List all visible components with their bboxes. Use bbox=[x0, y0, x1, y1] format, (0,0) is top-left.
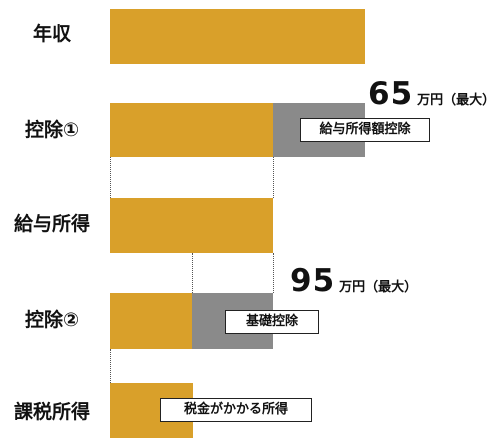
guide-line-left bbox=[110, 157, 111, 198]
guide-line-left-lower bbox=[110, 349, 111, 383]
deduction-1-remaining-bar bbox=[110, 103, 273, 157]
guide-line-employment-income-top bbox=[273, 157, 274, 198]
deduction-1-tag: 給与所得額控除 bbox=[300, 118, 430, 142]
row-label-taxable-income: 課税所得 bbox=[13, 401, 90, 423]
deduction-2-tag: 基礎控除 bbox=[225, 310, 319, 334]
employment-income-bar bbox=[110, 198, 273, 253]
deduction-2-remaining-bar bbox=[110, 293, 192, 349]
deduction-1-amount: 65 万円（最大） bbox=[368, 76, 495, 112]
guide-line-taxable-income bbox=[192, 253, 193, 293]
row-label-deduction-2: 控除② bbox=[24, 309, 80, 331]
row-label-employment-income: 給与所得 bbox=[13, 213, 90, 235]
deduction-2-unit: 万円（最大） bbox=[339, 280, 418, 295]
deduction-2-amount: 95 万円（最大） bbox=[290, 263, 417, 299]
taxable-income-tag: 税金がかかる所得 bbox=[160, 398, 312, 422]
annual-income-bar bbox=[110, 9, 365, 64]
deduction-2-number: 95 bbox=[290, 263, 336, 299]
guide-line-employment-income-bottom bbox=[273, 253, 274, 293]
deduction-1-unit: 万円（最大） bbox=[417, 93, 496, 108]
row-label-annual-income: 年収 bbox=[32, 23, 71, 45]
row-label-deduction-1: 控除① bbox=[24, 119, 80, 141]
deduction-1-number: 65 bbox=[368, 76, 414, 112]
